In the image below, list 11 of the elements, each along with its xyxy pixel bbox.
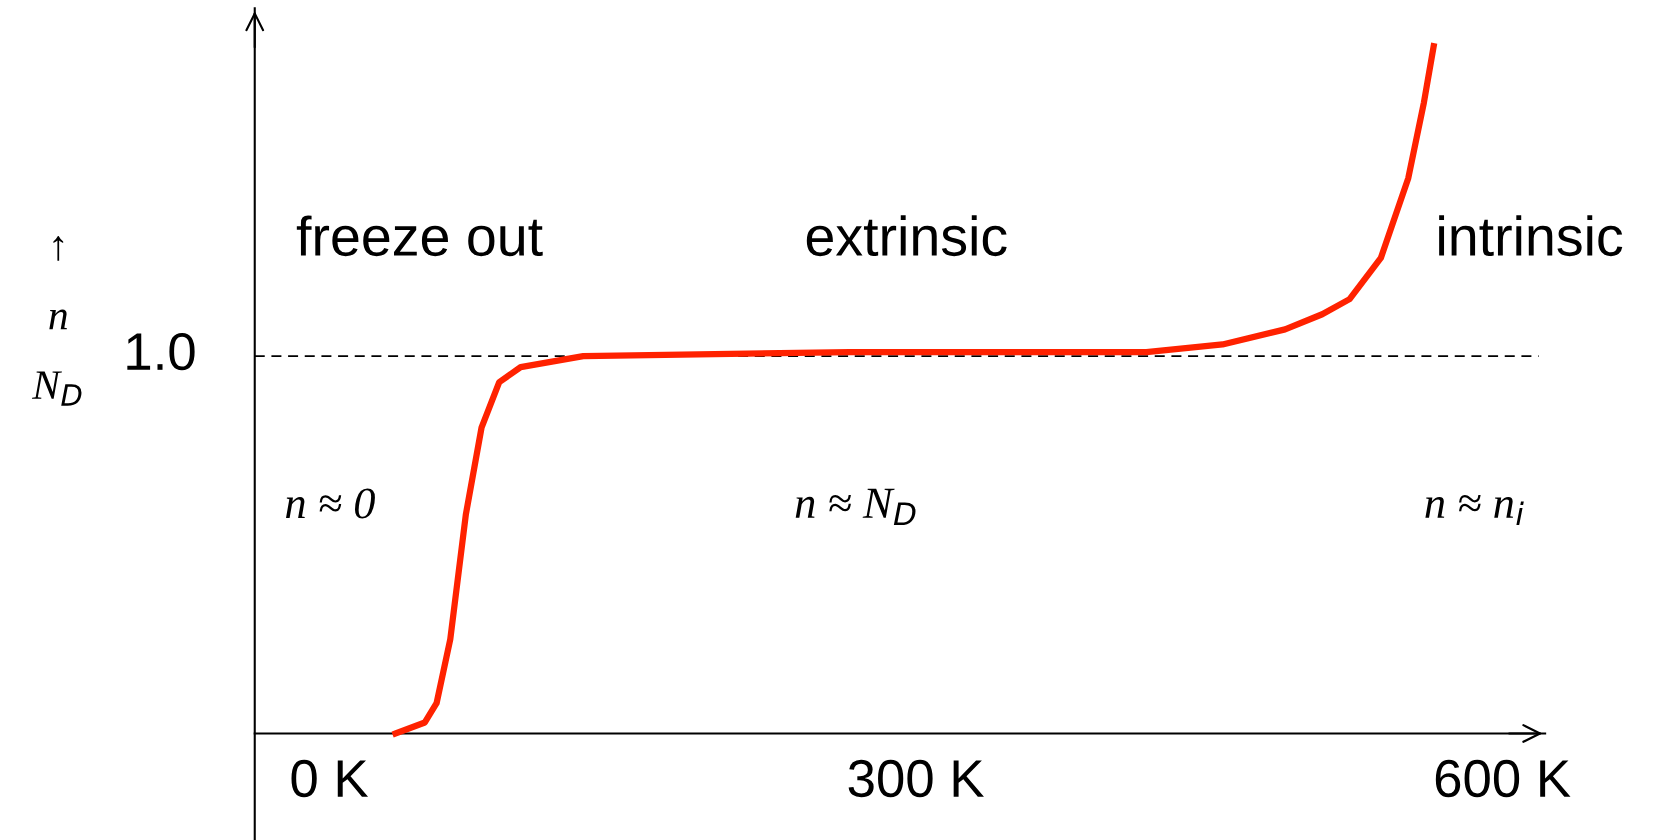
x-tick-label: 600 K xyxy=(1435,759,1571,798)
text: 1.0 xyxy=(127,332,195,371)
y-axis-title: ↑ n N$_{D}$ xyxy=(31,236,82,406)
x-tick-label: 0 K xyxy=(291,759,369,798)
annotation: freeze out xyxy=(296,215,543,257)
annotation: extrinsic xyxy=(806,215,1007,257)
x-tick-label: 300 K xyxy=(848,759,984,798)
annotation: intrinsic xyxy=(1439,215,1623,257)
annotation: n ≈ 0 xyxy=(286,488,375,519)
annotation: n ≈ n$_{i}$ xyxy=(1425,494,1524,526)
annotation: n ≈ N$_{D}$ xyxy=(795,488,916,526)
